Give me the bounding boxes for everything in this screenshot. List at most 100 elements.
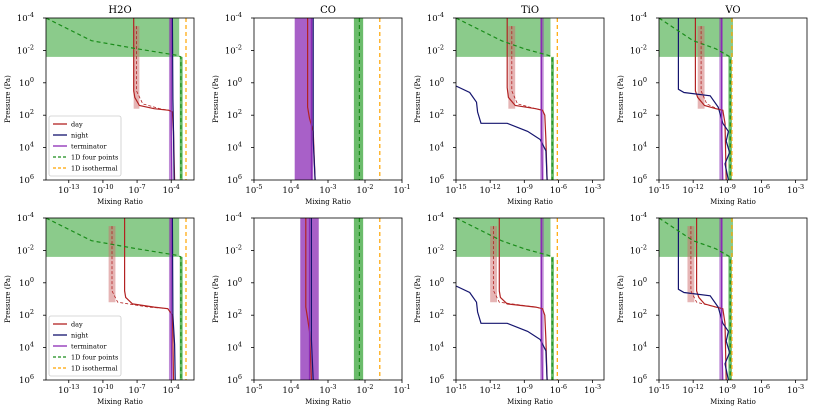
x-tick-label: 10-6 — [550, 183, 567, 196]
x-axis-label: Mixing Ratio — [507, 398, 553, 406]
y-tick-label: 100 — [19, 76, 34, 89]
axes-frame — [45, 17, 195, 181]
y-tick-label: 102 — [19, 108, 34, 121]
y-tick-label: 106 — [429, 173, 444, 186]
x-tick-label: 10-13 — [58, 183, 79, 196]
x-tick-label: 10-6 — [550, 383, 567, 396]
series-four — [659, 18, 731, 180]
panel-7: 10-15 10-12 10-9 10-6 10-3 10-4 10-2 100 102 104 1… — [617, 211, 808, 406]
series-night — [677, 18, 731, 180]
y-tick-label: 104 — [632, 341, 647, 354]
legend: day night terminator 1D four points 1D isoth… — [48, 315, 122, 377]
series-daymean — [690, 226, 723, 310]
series-day — [694, 18, 727, 180]
panel-title: TiO — [521, 5, 539, 16]
legend-label-terminator: terminator — [71, 143, 107, 151]
series-four — [456, 18, 553, 180]
legend-box — [48, 315, 122, 377]
x-tick-label: 10-5 — [245, 383, 262, 396]
y-tick-label: 100 — [429, 76, 444, 89]
y-tick-label: 102 — [19, 308, 34, 321]
panel-1: CO 10-5 10-4 10-3 10-2 10-1 10-4 10-2 100 102 104 1… — [212, 5, 411, 206]
plot-area — [456, 18, 558, 180]
spread-band — [353, 218, 364, 380]
x-tick-label: 10-3 — [584, 383, 601, 396]
series-four — [46, 18, 182, 180]
series-four — [46, 218, 182, 380]
axes-frame — [658, 17, 808, 181]
x-tick-label: 10-13 — [58, 383, 79, 396]
x-tick-label: 10-7 — [128, 383, 145, 396]
plot-area — [46, 218, 187, 380]
plot-area — [659, 218, 733, 380]
x-tick-label: 10-4 — [282, 183, 299, 196]
y-axis-label: Pressure (Pa) — [617, 75, 625, 123]
panel-title: CO — [320, 5, 336, 16]
x-axis-label: Mixing Ratio — [507, 198, 553, 206]
y-tick-label: 10-4 — [225, 11, 242, 24]
y-tick-label: 106 — [429, 373, 444, 386]
y-tick-label: 102 — [227, 108, 242, 121]
series-daymean — [111, 226, 170, 310]
y-tick-label: 104 — [19, 141, 34, 154]
y-tick-label: 10-4 — [630, 211, 647, 224]
legend-label-iso: 1D isothermal — [71, 165, 118, 173]
legend-label-night: night — [71, 132, 89, 140]
y-tick-label: 10-2 — [630, 43, 647, 56]
spread-band — [551, 256, 554, 380]
y-tick-label: 104 — [632, 141, 647, 154]
x-tick-label: 10-15 — [648, 183, 669, 196]
y-axis-label: Pressure (Pa) — [414, 275, 422, 323]
x-tick-label: 10-10 — [92, 383, 113, 396]
panel-4: 10-13 10-10 10-7 10-4 10-4 10-2 100 102 104 106 Mi… — [4, 211, 195, 406]
y-tick-label: 106 — [19, 173, 34, 186]
panel-3: VO 10-15 10-12 10-9 10-6 10-3 10-4 10-2 100 102 10… — [617, 5, 808, 206]
x-tick-label: 10-3 — [584, 183, 601, 196]
x-tick-label: 10-12 — [683, 383, 704, 396]
series-night — [171, 218, 176, 380]
y-tick-label: 106 — [227, 373, 242, 386]
y-tick-label: 106 — [632, 173, 647, 186]
panel-2: TiO 10-15 10-12 10-9 10-6 10-3 10-4 10-2 100 102 1… — [414, 5, 605, 206]
x-tick-label: 10-6 — [753, 183, 770, 196]
x-tick-label: 10-9 — [516, 383, 533, 396]
y-tick-label: 10-2 — [17, 243, 34, 256]
y-tick-label: 104 — [227, 341, 242, 354]
y-tick-label: 10-2 — [427, 243, 444, 256]
x-tick-label: 10-9 — [719, 383, 736, 396]
plot-area — [300, 218, 381, 380]
series-terminator — [540, 18, 544, 180]
plot-area — [46, 18, 187, 180]
y-axis-label: Pressure (Pa) — [212, 75, 220, 123]
spread-band — [294, 18, 314, 180]
y-tick-label: 100 — [227, 76, 242, 89]
x-tick-label: 10-4 — [282, 383, 299, 396]
x-tick-label: 10-1 — [393, 383, 410, 396]
series-night — [456, 85, 548, 180]
legend-label-iso: 1D isothermal — [71, 365, 118, 373]
panel-6: 10-15 10-12 10-9 10-6 10-3 10-4 10-2 100 102 104 1… — [414, 211, 605, 406]
panel-5: 10-5 10-4 10-3 10-2 10-1 10-4 10-2 100 102 104 106… — [212, 211, 411, 406]
panel-title: H2O — [108, 5, 131, 16]
x-tick-label: 10-15 — [445, 383, 466, 396]
spread-band — [687, 226, 695, 303]
y-tick-label: 10-4 — [17, 211, 34, 224]
y-tick-label: 102 — [429, 108, 444, 121]
series-terminator — [170, 18, 173, 180]
legend-label-night: night — [71, 332, 89, 340]
y-tick-label: 10-4 — [17, 11, 34, 24]
legend-label-day: day — [71, 121, 83, 129]
y-tick-label: 106 — [632, 373, 647, 386]
axes-frame — [455, 217, 605, 381]
x-tick-label: 10-3 — [319, 183, 336, 196]
y-tick-label: 100 — [632, 276, 647, 289]
x-axis-label: Mixing Ratio — [710, 398, 756, 406]
series-terminator — [721, 18, 724, 180]
x-tick-label: 10-3 — [787, 183, 804, 196]
x-tick-label: 10-12 — [683, 183, 704, 196]
panel-title: VO — [724, 5, 740, 16]
plot-area — [456, 218, 558, 380]
y-tick-label: 10-2 — [427, 43, 444, 56]
y-axis-label: Pressure (Pa) — [617, 275, 625, 323]
